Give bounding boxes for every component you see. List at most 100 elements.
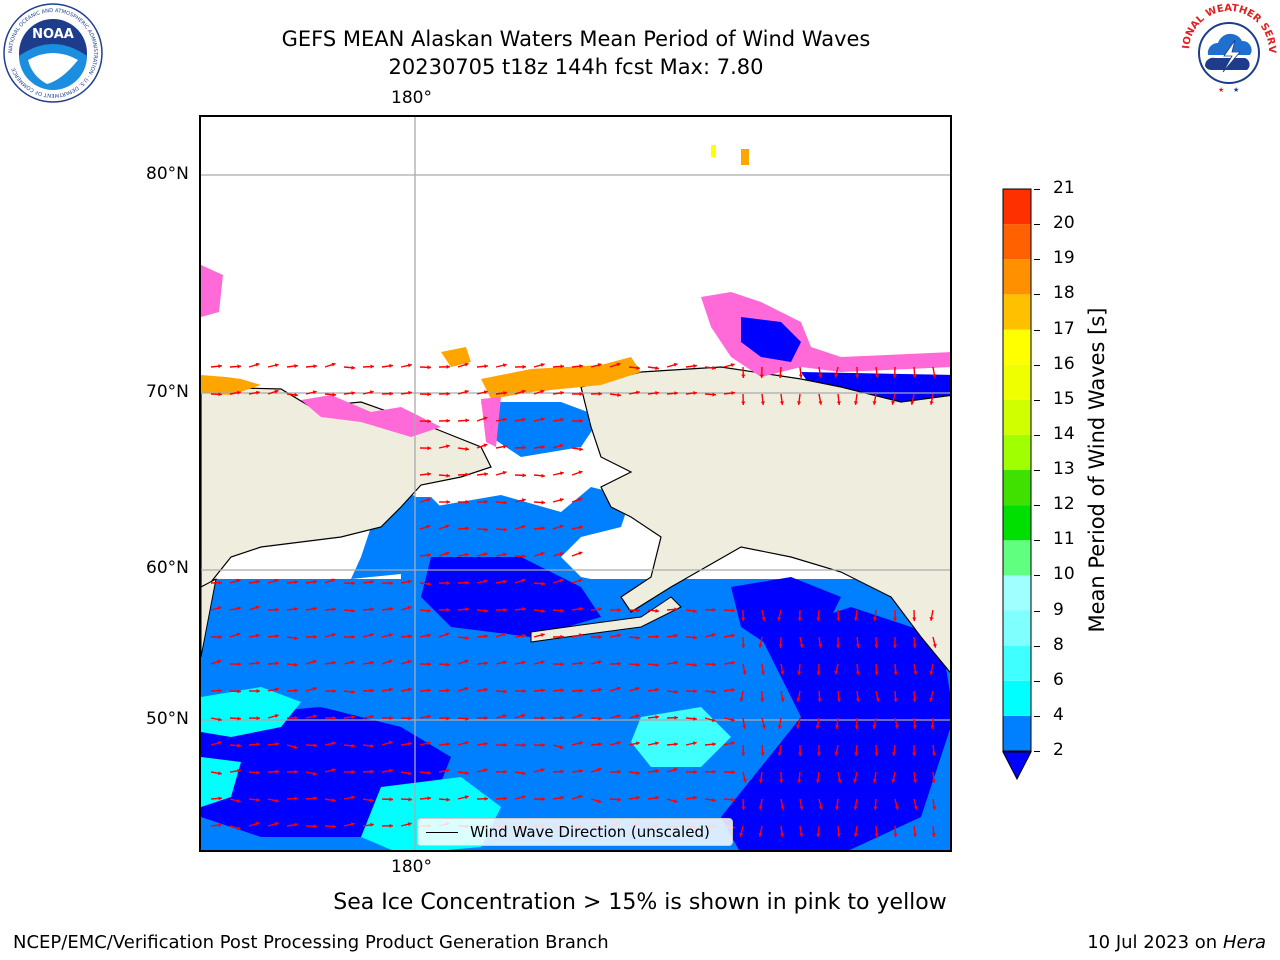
wind-wave-arrowhead (484, 741, 488, 746)
wind-wave-arrowhead (484, 715, 488, 720)
wind-wave-arrowhead (655, 608, 659, 613)
wind-wave-arrowhead (503, 500, 507, 505)
wind-wave-arrowhead (313, 796, 317, 801)
wind-wave-arrowhead (275, 607, 279, 612)
colorbar-tick-mark (1034, 259, 1040, 261)
wind-wave-arrowhead (636, 771, 640, 776)
wind-wave-arrowhead (464, 795, 469, 800)
wind-wave-arrowhead (817, 698, 822, 702)
colorbar-tick-label: 14 (1053, 423, 1075, 444)
wind-wave-arrowhead (816, 752, 821, 756)
graticule (201, 117, 950, 850)
wind-wave-arrowhead (559, 471, 564, 476)
colorbar-title: Mean Period of Wind Waves [s] (1085, 307, 1109, 633)
wind-wave-arrowhead (741, 644, 746, 648)
wind-wave-arrowhead (635, 714, 640, 719)
wind-wave-arrowhead (465, 499, 469, 505)
wind-wave-arrowhead (446, 391, 450, 396)
wind-wave-arrowhead (913, 671, 918, 675)
wind-wave-arrowhead (760, 698, 765, 702)
wind-wave-arrowhead (912, 644, 917, 648)
chukchi-sea (481, 402, 601, 457)
wind-wave-arrowhead (446, 716, 450, 721)
colorbar-tick-label: 20 (1053, 213, 1075, 234)
wind-wave-arrowhead (875, 374, 880, 378)
wind-wave-arrowhead (598, 607, 602, 612)
wind-wave-arrowhead (237, 716, 241, 721)
wind-wave-arrowhead (484, 364, 488, 369)
wind-wave-arrowhead (579, 391, 583, 396)
wind-wave-arrowhead (836, 698, 841, 702)
wind-wave-arrowhead (616, 741, 621, 746)
wind-wave-arrowhead (559, 578, 564, 583)
wind-wave-arrowhead (312, 686, 317, 691)
wind-wave-arrowhead (741, 617, 746, 621)
wind-wave-arrowhead (616, 714, 621, 719)
sea-ice-beaufort (701, 292, 950, 377)
wind-wave-arrowhead (541, 526, 545, 531)
wind-wave-arrowhead (218, 796, 222, 801)
wind-wave-arrowhead (407, 605, 412, 610)
wind-wave-arrowhead (674, 607, 678, 612)
wind-wave-arrowhead (872, 779, 877, 783)
colorbar-tick-mark (1034, 575, 1040, 577)
wind-wave-arrowhead (294, 796, 298, 801)
colorbar-tick-mark (1034, 610, 1040, 612)
wind-wave-arrowhead (778, 644, 783, 648)
aleutian-islands (530, 596, 682, 643)
wind-wave-arrowhead (332, 798, 336, 803)
wind-wave-arrowhead (854, 617, 859, 621)
wind-wave-arrowhead (739, 698, 744, 702)
wind-wave-arrowhead (237, 606, 241, 611)
wind-wave-arrowhead (541, 743, 545, 748)
wind-wave-arrowhead (816, 617, 821, 621)
wind-wave-arrowhead (503, 607, 507, 612)
wind-wave-arrowhead (929, 671, 934, 675)
footer-date: 10 Jul 2023 on Hera (1087, 932, 1266, 953)
wind-wave-arrowhead (731, 770, 735, 775)
chart-subtitle: 20230705 t18z 144h fcst Max: 7.80 (388, 55, 764, 79)
wind-wave-arrowhead (931, 833, 936, 837)
wind-wave-arrowhead (874, 671, 879, 675)
colorbar-tick-mark (1034, 434, 1040, 436)
wind-wave-arrowhead (313, 714, 317, 719)
wind-wave-arrowhead (370, 714, 374, 719)
wind-wave-arrowhead (312, 659, 317, 664)
wind-wave-arrowhead (503, 552, 507, 557)
wind-wave-arrowhead (426, 741, 431, 746)
wind-wave-arrowhead (836, 644, 841, 648)
wind-wave-arrowhead (929, 617, 934, 621)
wind-wave-arrowhead (816, 671, 821, 675)
colorbar-bin (1003, 470, 1031, 506)
wind-wave-arrowhead (730, 741, 735, 746)
wind-wave-arrowhead (484, 579, 488, 584)
wind-wave-arrowhead (313, 364, 317, 369)
wind-wave-arrowhead (932, 643, 937, 648)
wind-wave-arrowhead (408, 771, 412, 776)
wind-wave-arrowhead (256, 689, 260, 694)
wind-wave-arrowhead (731, 633, 735, 638)
sea-ice-note: Sea Ice Concentration > 15% is shown in … (333, 890, 947, 915)
wind-wave-arrowhead (312, 390, 317, 395)
wind-wave-arrowhead (502, 714, 507, 719)
wind-wave-arrowhead (597, 767, 602, 772)
colorbar-tick-mark (1034, 329, 1040, 331)
wind-wave-arrowhead (313, 606, 317, 611)
wind-wave-arrowhead (929, 401, 934, 405)
wind-wave-arrowhead (218, 823, 222, 828)
wind-wave-arrowhead (741, 401, 746, 405)
wind-wave-arrowhead (484, 499, 488, 504)
wind-wave-arrowhead (742, 671, 747, 675)
wind-wave-arrowhead (731, 608, 735, 613)
wind-wave-arrowhead (389, 391, 393, 396)
wind-wave-arrowhead (237, 662, 241, 667)
wind-wave-arrowhead (218, 580, 222, 585)
wind-wave-arrowhead (255, 362, 260, 367)
wind-wave-arrowhead (559, 552, 564, 556)
wind-wave-arrowhead (854, 752, 859, 756)
wind-wave-arrowhead (853, 833, 858, 837)
wind-wave-arrowhead (758, 779, 763, 783)
wind-wave-arrowhead (312, 771, 317, 776)
wind-wave-arrowhead (760, 752, 765, 756)
wind-wave-arrowhead (655, 687, 659, 692)
